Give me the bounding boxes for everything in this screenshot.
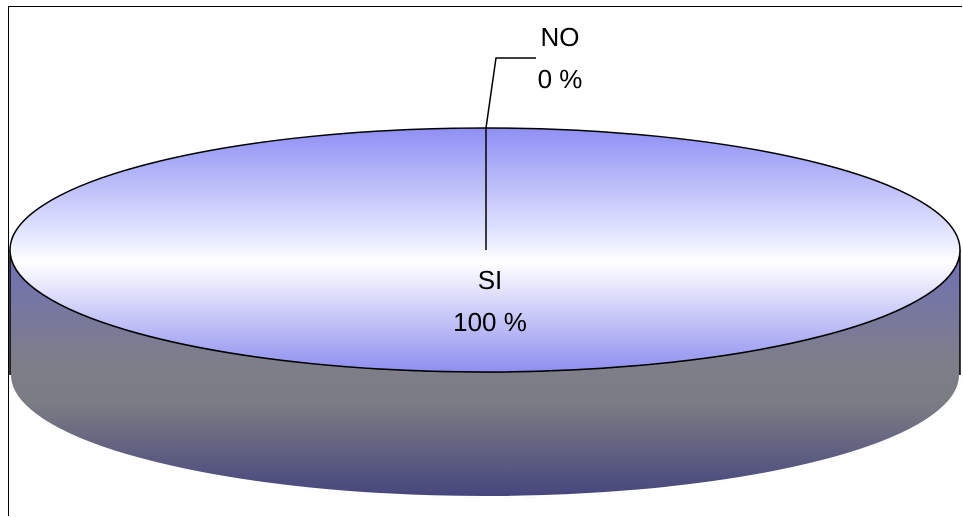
data-label-si-value: 100 % (453, 307, 527, 337)
leader-line-no (485, 57, 536, 129)
data-label-no-value: 0 % (538, 64, 583, 94)
data-label-si-name: SI (478, 265, 503, 295)
data-label-no-name: NO (541, 22, 580, 52)
pie-side-highlight (9, 374, 961, 498)
pie-slice-si (9, 127, 961, 373)
